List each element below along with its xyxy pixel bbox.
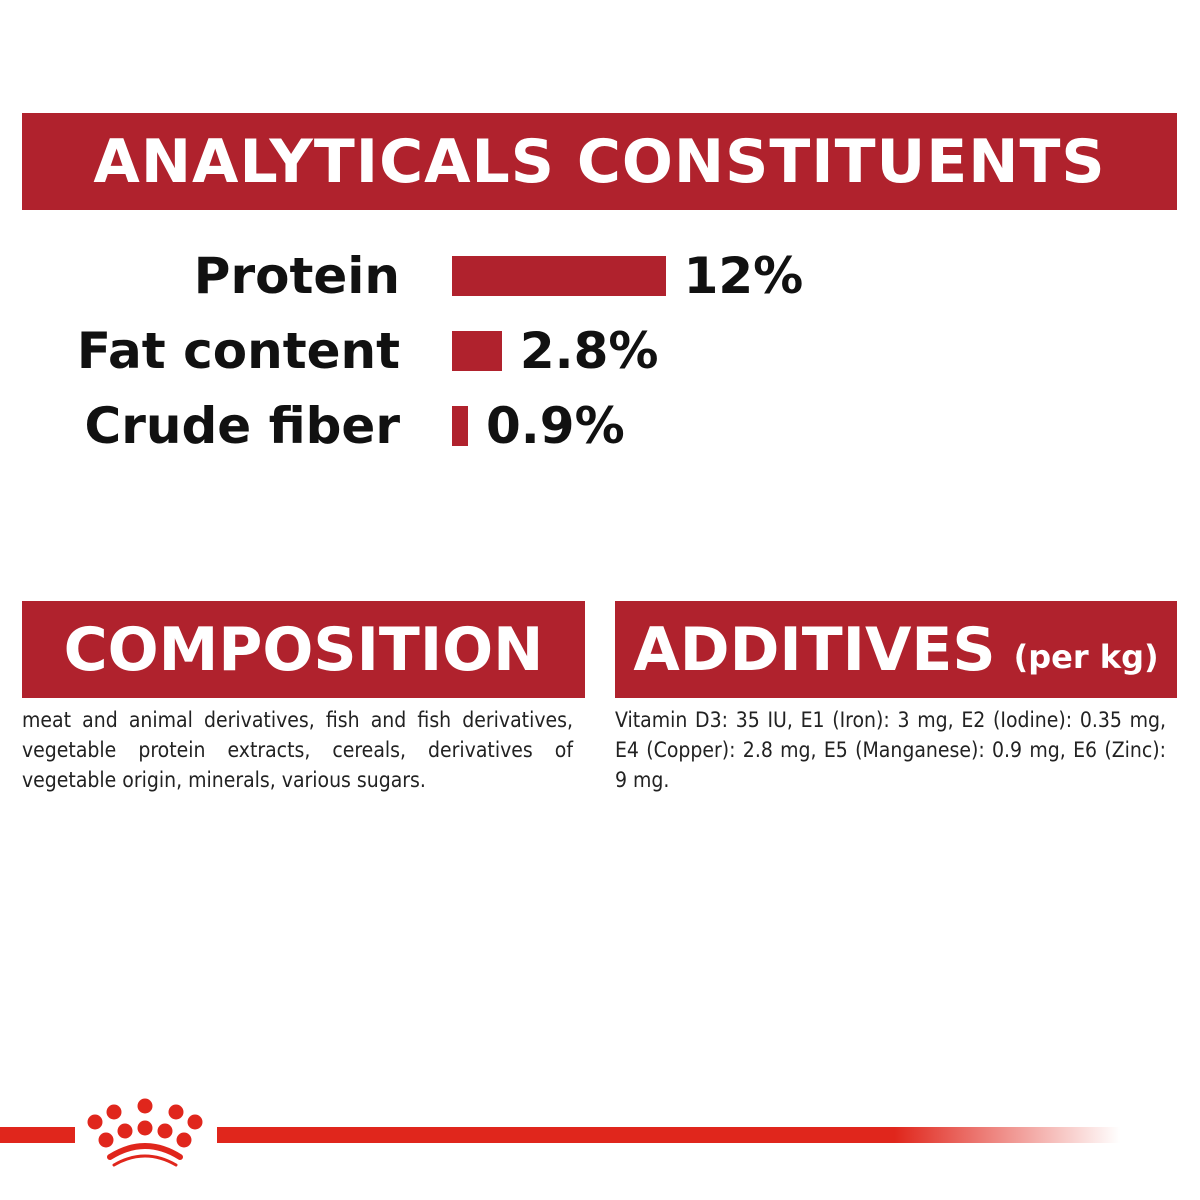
brand-line-right xyxy=(217,1127,1120,1143)
constituent-label: Crude fiber xyxy=(84,397,400,455)
additives-title: ADDITIVES xyxy=(633,614,996,685)
constituent-bar xyxy=(452,331,502,371)
constituent-value: 0.9% xyxy=(486,397,625,455)
additives-banner: ADDITIVES (per kg) xyxy=(615,601,1177,698)
constituent-value: 12% xyxy=(683,247,804,305)
constituent-bar xyxy=(452,406,469,446)
constituent-bar xyxy=(452,256,666,296)
composition-text: meat and animal derivatives, fish and fi… xyxy=(22,708,573,792)
royal-canin-crown-icon xyxy=(87,1098,203,1167)
constituent-label: Fat content xyxy=(76,322,400,380)
constituent-label: Protein xyxy=(193,247,400,305)
analytical-title: ANALYTICALS CONSTITUENTS xyxy=(93,126,1106,197)
additives-text: Vitamin D3: 35 IU, E1 (Iron): 3 mg, E2 (… xyxy=(615,708,1166,792)
additives-subtitle: (per kg) xyxy=(1013,637,1159,676)
constituent-row-protein: Protein 12% xyxy=(0,246,803,306)
analytical-constituents-banner: ANALYTICALS CONSTITUENTS xyxy=(22,113,1177,210)
constituent-row-fiber: Crude fiber 0.9% xyxy=(0,396,625,456)
constituent-row-fat: Fat content 2.8% xyxy=(0,321,659,381)
composition-title: COMPOSITION xyxy=(63,614,544,685)
brand-line-left xyxy=(0,1127,75,1143)
constituent-value: 2.8% xyxy=(519,322,659,380)
composition-banner: COMPOSITION xyxy=(22,601,585,698)
